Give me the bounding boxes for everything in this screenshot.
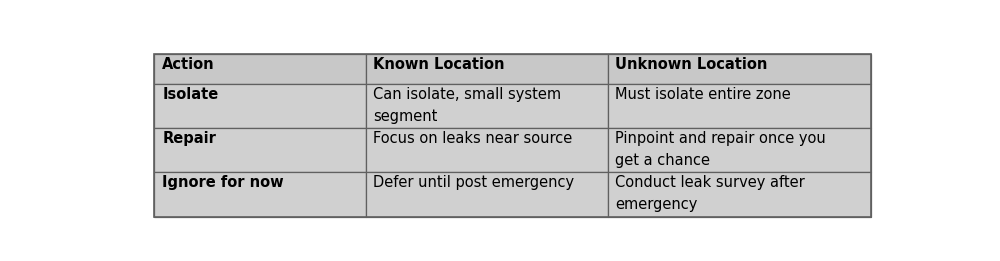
Bar — [154, 84, 366, 128]
Bar — [154, 172, 366, 217]
Text: Known Location: Known Location — [373, 57, 505, 72]
Bar — [366, 55, 608, 84]
Text: Must isolate entire zone: Must isolate entire zone — [615, 87, 791, 102]
Text: Isolate: Isolate — [162, 87, 218, 102]
Bar — [366, 172, 608, 217]
Bar — [608, 84, 871, 128]
Text: Repair: Repair — [162, 131, 216, 146]
Text: Can isolate, small system
segment: Can isolate, small system segment — [373, 87, 562, 124]
Text: Defer until post emergency: Defer until post emergency — [373, 175, 575, 190]
Bar — [154, 55, 871, 217]
Bar — [154, 55, 366, 84]
Text: Unknown Location: Unknown Location — [615, 57, 768, 72]
Text: Conduct leak survey after
emergency: Conduct leak survey after emergency — [615, 175, 805, 212]
Bar — [608, 55, 871, 84]
Bar — [608, 172, 871, 217]
Text: Pinpoint and repair once you
get a chance: Pinpoint and repair once you get a chanc… — [615, 131, 826, 168]
Bar — [366, 128, 608, 172]
Bar — [608, 128, 871, 172]
Text: Focus on leaks near source: Focus on leaks near source — [373, 131, 573, 146]
Text: Action: Action — [162, 57, 215, 72]
Bar — [366, 84, 608, 128]
Text: Ignore for now: Ignore for now — [162, 175, 284, 190]
Bar — [154, 128, 366, 172]
